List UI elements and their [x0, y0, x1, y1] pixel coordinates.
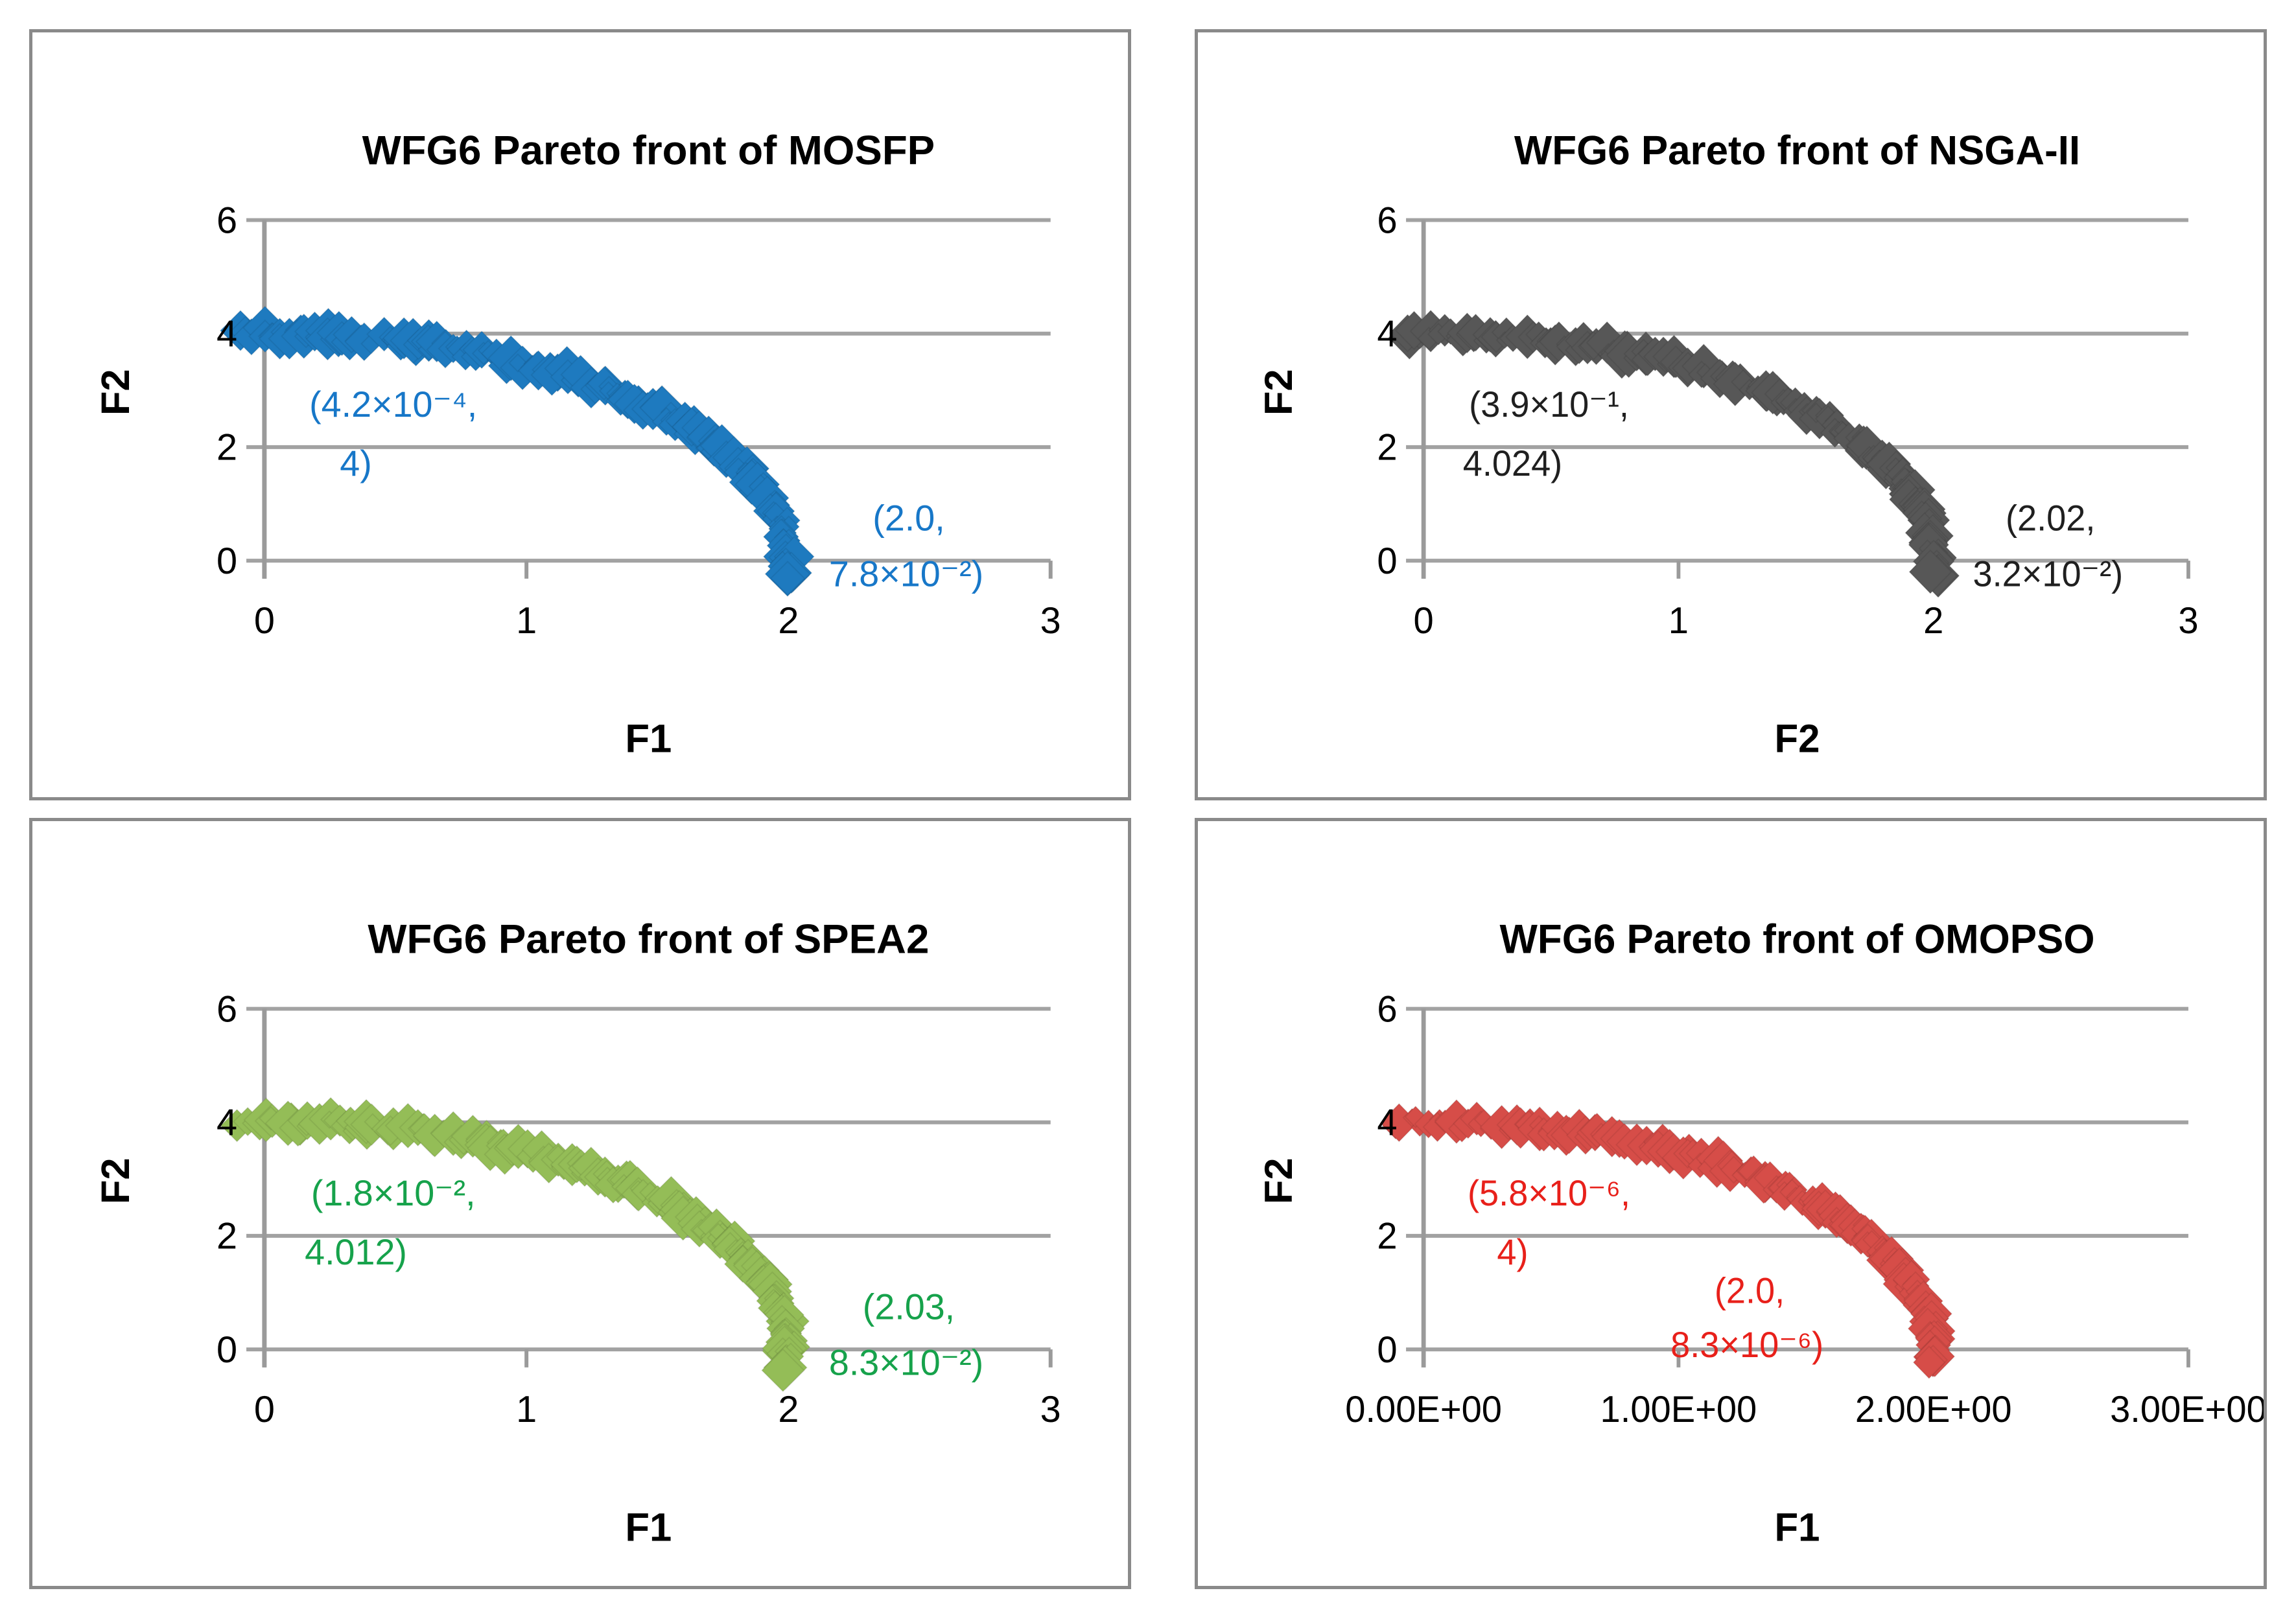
mosfp-chart: WFG6 Pareto front of MOSFP 0 2 4 6 0 1 2 3 F1 F2 (4… — [93, 127, 1061, 762]
y-tick-label: 0 — [1377, 1329, 1397, 1371]
y-tick-label: 0 — [217, 1329, 237, 1371]
x-axis-label: F1 — [1775, 1505, 1820, 1550]
x-tick-label: 0 — [254, 600, 275, 642]
x-tick-label: 1.00E+00 — [1600, 1390, 1757, 1431]
x-tick-label: 0 — [254, 1389, 275, 1430]
pareto-front-series — [1379, 1099, 1956, 1380]
y-axis-label: F2 — [93, 1157, 138, 1204]
y-tick-label: 4 — [217, 1102, 237, 1144]
x-tick-label: 2 — [1923, 601, 1943, 642]
chart-panel-spea2: WFG6 Pareto front of SPEA2 0 2 4 6 0 1 2 3 F1 F2 (1… — [29, 818, 1131, 1589]
y-tick-label: 4 — [217, 314, 237, 355]
x-tick-label: 3 — [1040, 600, 1061, 642]
omopso-chart: WFG6 Pareto front of OMOPSO 0 2 4 6 0.00E+00 1… — [1257, 916, 2264, 1550]
spea2-chart: WFG6 Pareto front of SPEA2 0 2 4 6 0 1 2 3 F1 F2 (1… — [93, 916, 1061, 1550]
x-tick-label: 2 — [778, 600, 799, 642]
endpoint-annotation: 3.2×10⁻²) — [1973, 553, 2123, 594]
chart-title: WFG6 Pareto front of NSGA-II — [1514, 128, 2080, 174]
x-axis-label: F1 — [625, 717, 672, 762]
endpoint-annotation: 4.012) — [305, 1232, 407, 1272]
chart-panel-omopso: WFG6 Pareto front of OMOPSO 0 2 4 6 0.00E+00 1… — [1195, 818, 2267, 1589]
nsga2-chart: WFG6 Pareto front of NSGA-II 0 2 4 6 0 1 2 3 F2 F2… — [1257, 128, 2199, 761]
diamond-marker — [769, 561, 806, 596]
endpoint-annotation: 8.3×10⁻²) — [829, 1343, 983, 1383]
x-axis-label: F1 — [625, 1506, 672, 1550]
y-tick-label: 2 — [217, 427, 237, 469]
diamond-marker — [1731, 369, 1756, 395]
x-tick-label: 3 — [2178, 601, 2198, 642]
diamond-marker — [1912, 1345, 1946, 1380]
pareto-front-series — [1387, 309, 1960, 598]
y-tick-label: 6 — [217, 200, 237, 241]
y-tick-label: 2 — [1377, 1216, 1397, 1257]
x-tick-label: 1 — [1669, 601, 1689, 642]
diamond-marker — [364, 1113, 382, 1131]
endpoint-annotation: (2.03, — [863, 1287, 955, 1327]
x-tick-label: 2 — [778, 1389, 799, 1430]
chart-title: WFG6 Pareto front of OMOPSO — [1500, 916, 2095, 962]
y-axis-label: F2 — [1257, 369, 1300, 415]
diamond-marker — [760, 1348, 805, 1393]
endpoint-annotation: 4) — [1497, 1232, 1528, 1273]
x-tick-label: 1 — [516, 600, 537, 642]
x-tick-label: 0.00E+00 — [1345, 1390, 1502, 1431]
endpoint-annotation: (1.8×10⁻², — [311, 1173, 476, 1213]
y-tick-label: 0 — [1377, 541, 1397, 582]
chart-panel-mosfp: WFG6 Pareto front of MOSFP 0 2 4 6 0 1 2 3 F1 F2 (4… — [29, 29, 1131, 800]
pareto-front-series — [220, 1097, 811, 1393]
y-tick-label: 0 — [217, 541, 237, 582]
endpoint-annotation: (5.8×10⁻⁶, — [1468, 1172, 1630, 1213]
pareto-front-series — [219, 305, 815, 598]
x-tick-label: 0 — [1414, 601, 1434, 642]
y-axis-label: F2 — [1257, 1157, 1300, 1204]
endpoint-annotation: (2.02, — [2006, 498, 2095, 539]
y-tick-label: 6 — [1377, 200, 1397, 242]
endpoint-annotation: 7.8×10⁻²) — [829, 554, 983, 594]
y-tick-label: 2 — [1377, 427, 1397, 469]
y-tick-label: 6 — [1377, 989, 1397, 1030]
x-tick-label: 1 — [516, 1389, 537, 1430]
chart-panel-nsga2: WFG6 Pareto front of NSGA-II 0 2 4 6 0 1 2 3 F2 F2… — [1195, 29, 2267, 800]
x-tick-label: 2.00E+00 — [1855, 1390, 2012, 1431]
endpoint-annotation: 4.024) — [1463, 443, 1563, 484]
endpoint-annotation: 4) — [340, 443, 372, 483]
y-tick-label: 4 — [1377, 314, 1397, 355]
x-tick-label: 3.00E+00 — [2110, 1390, 2264, 1431]
chart-title: WFG6 Pareto front of MOSFP — [362, 127, 935, 173]
chart-title: WFG6 Pareto front of SPEA2 — [368, 916, 929, 962]
x-tick-label: 3 — [1040, 1389, 1061, 1430]
endpoint-annotation: 8.3×10⁻⁶) — [1670, 1324, 1823, 1365]
endpoint-annotation: (2.0, — [1715, 1270, 1785, 1311]
y-axis-label: F2 — [93, 369, 138, 415]
y-tick-label: 2 — [217, 1216, 237, 1257]
y-tick-label: 6 — [217, 988, 237, 1030]
endpoint-annotation: (2.0, — [873, 498, 944, 539]
x-axis-label: F2 — [1775, 716, 1820, 761]
y-tick-label: 4 — [1377, 1102, 1397, 1144]
endpoint-annotation: (3.9×10⁻¹, — [1469, 384, 1629, 425]
diamond-marker — [1908, 549, 1952, 595]
endpoint-annotation: (4.2×10⁻⁴, — [309, 384, 477, 425]
